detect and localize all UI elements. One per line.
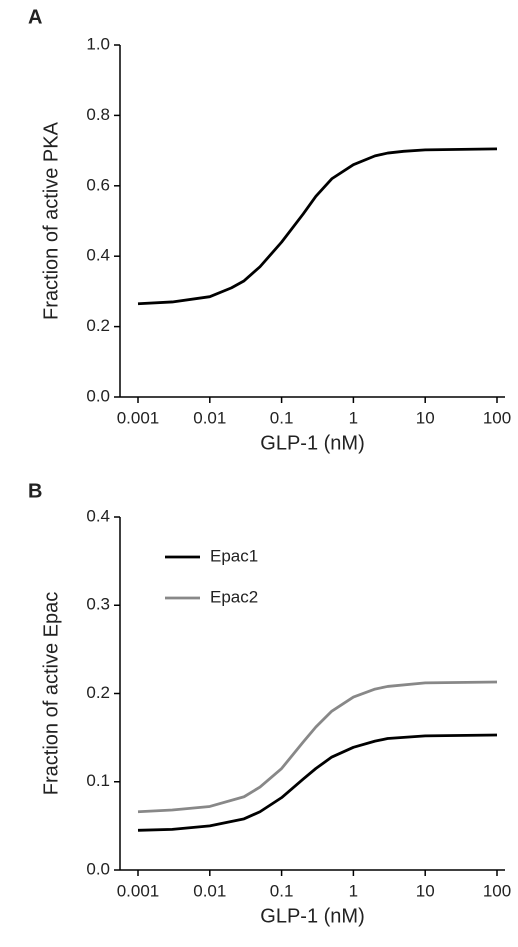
y-tick-label: 0.1 — [86, 771, 110, 790]
line — [137, 147, 498, 306]
x-tick-label: 0.001 — [117, 408, 160, 427]
y-tick-label: 0.0 — [86, 386, 110, 405]
y-tick-label: 0.2 — [86, 316, 110, 335]
x-tick-label: 10 — [416, 408, 435, 427]
x-tick-label: 100 — [483, 408, 511, 427]
y-tick-label: 0.0 — [86, 859, 110, 878]
y-tick-label: 0.6 — [86, 175, 110, 194]
x-tick-label: 10 — [416, 881, 435, 900]
panel-label: A — [28, 6, 42, 28]
legend-label: Epac1 — [210, 546, 258, 565]
x-axis-title: GLP-1 (nM) — [260, 905, 364, 927]
y-axis-title: Fraction of active PKA — [40, 121, 62, 320]
x-tick-label: 100 — [483, 881, 511, 900]
y-tick-label: 0.4 — [86, 506, 110, 525]
x-tick-label: 0.1 — [270, 408, 294, 427]
x-axis-title: GLP-1 (nM) — [260, 432, 364, 454]
y-tick-label: 0.2 — [86, 683, 110, 702]
panel-label: B — [28, 480, 42, 502]
x-tick-label: 1 — [349, 881, 358, 900]
line — [137, 680, 498, 814]
y-tick-label: 0.4 — [86, 246, 110, 265]
x-tick-label: 0.1 — [270, 881, 294, 900]
y-axis-title: Fraction of active Epac — [40, 592, 62, 795]
y-tick-label: 0.8 — [86, 105, 110, 124]
line — [137, 733, 498, 832]
x-tick-label: 0.01 — [193, 408, 226, 427]
legend-label: Epac2 — [210, 587, 258, 606]
x-tick-label: 0.01 — [193, 881, 226, 900]
x-tick-label: 0.001 — [117, 881, 160, 900]
x-tick-label: 1 — [349, 408, 358, 427]
y-tick-label: 0.3 — [86, 595, 110, 614]
y-tick-label: 1.0 — [86, 34, 110, 53]
